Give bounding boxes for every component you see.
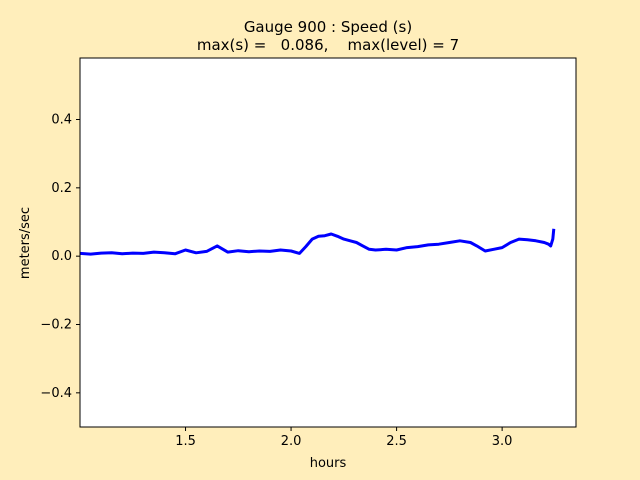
series-layer [79, 228, 556, 256]
x-tick-label: 3.0 [492, 434, 513, 449]
y-tick-label: 0.2 [51, 181, 72, 196]
speed-series-line [79, 228, 556, 256]
x-tick-label: 1.5 [175, 434, 196, 449]
plot-area [80, 58, 576, 427]
y-tick-label: −0.4 [40, 386, 72, 401]
y-tick-label: −0.2 [40, 318, 72, 333]
x-tick-label: 2.5 [386, 434, 407, 449]
chart-title-line2: max(s) = 0.086, max(level) = 7 [197, 36, 459, 54]
x-axis-label: hours [310, 456, 347, 471]
x-axis: 1.5 2.0 2.5 3.0 [175, 427, 512, 449]
y-axis: −0.4 −0.2 0.0 0.2 0.4 [40, 113, 80, 401]
y-tick-label: 0.4 [51, 113, 72, 128]
y-axis-label: meters/sec [18, 207, 33, 279]
plot-frame [79, 57, 577, 428]
y-tick-label: 0.0 [51, 249, 72, 264]
x-tick-label: 2.0 [281, 434, 302, 449]
chart-title-line1: Gauge 900 : Speed (s) [244, 18, 412, 36]
